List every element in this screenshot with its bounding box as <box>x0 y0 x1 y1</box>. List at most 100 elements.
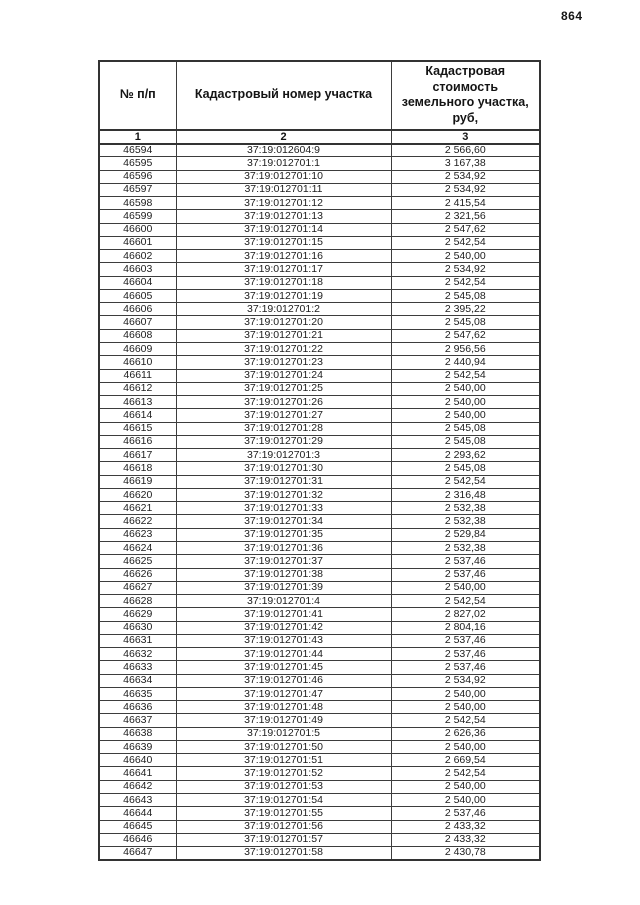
cell-cadastral-value: 2 537,46 <box>390 567 541 582</box>
cell-row-number: 46639 <box>98 739 177 755</box>
cell-cadastral-value: 2 433,32 <box>390 819 541 834</box>
cell-cadastral-number: 37:19:012701:53 <box>175 779 392 795</box>
cell-cadastral-number: 37:19:012701:49 <box>175 713 392 728</box>
cell-cadastral-number: 37:19:012701:47 <box>175 686 392 702</box>
cell-cadastral-number: 37:19:012701:2 <box>175 302 392 317</box>
table-row: 46624 37:19:012701:36 2 532,38 <box>98 540 541 556</box>
cell-cadastral-number: 37:19:012701:51 <box>175 753 392 768</box>
cell-cadastral-value: 2 827,02 <box>390 607 541 622</box>
cell-row-number: 46619 <box>98 474 177 489</box>
table-row: 46613 37:19:012701:26 2 540,00 <box>98 395 541 410</box>
cell-cadastral-number: 37:19:012701:38 <box>175 567 392 582</box>
table-row: 46626 37:19:012701:38 2 537,46 <box>98 567 541 582</box>
table-row: 46645 37:19:012701:56 2 433,32 <box>98 819 541 834</box>
cell-cadastral-value: 2 537,46 <box>390 806 541 821</box>
cell-cadastral-value: 2 537,46 <box>390 554 541 569</box>
cell-cadastral-number: 37:19:012701:1 <box>175 156 392 171</box>
cell-cadastral-value: 2 415,54 <box>390 196 541 211</box>
cell-cadastral-number: 37:19:012701:34 <box>175 514 392 529</box>
cell-cadastral-value: 2 545,08 <box>390 421 541 436</box>
table-row: 46646 37:19:012701:57 2 433,32 <box>98 832 541 848</box>
cell-cadastral-number: 37:19:012701:14 <box>175 222 392 237</box>
table-row: 46609 37:19:012701:22 2 956,56 <box>98 341 541 357</box>
cell-cadastral-number: 37:19:012701:18 <box>175 275 392 290</box>
cell-row-number: 46595 <box>98 156 177 171</box>
cell-row-number: 46634 <box>98 673 177 688</box>
cell-cadastral-value: 2 545,08 <box>390 288 541 304</box>
table-row: 46605 37:19:012701:19 2 545,08 <box>98 288 541 304</box>
column-number-3: 3 <box>390 129 541 145</box>
table-row: 46597 37:19:012701:11 2 534,92 <box>98 182 541 198</box>
table-row: 46638 37:19:012701:5 2 626,36 <box>98 726 541 741</box>
cell-cadastral-number: 37:19:012701:58 <box>175 846 392 861</box>
cell-cadastral-value: 2 395,22 <box>390 302 541 317</box>
table-row: 46602 37:19:012701:16 2 540,00 <box>98 249 541 264</box>
cell-cadastral-value: 2 534,92 <box>390 182 541 198</box>
cell-cadastral-value: 2 534,92 <box>390 262 541 277</box>
table-row: 46611 37:19:012701:24 2 542,54 <box>98 368 541 383</box>
cell-cadastral-value: 2 537,46 <box>390 647 541 662</box>
cell-row-number: 46645 <box>98 819 177 834</box>
cell-cadastral-number: 37:19:012701:29 <box>175 434 392 450</box>
cell-row-number: 46643 <box>98 793 177 808</box>
cell-cadastral-number: 37:19:012701:44 <box>175 647 392 662</box>
cell-cadastral-value: 2 534,92 <box>390 673 541 688</box>
cell-cadastral-number: 37:19:012701:16 <box>175 249 392 264</box>
cell-row-number: 46631 <box>98 633 177 649</box>
cell-row-number: 46641 <box>98 766 177 781</box>
cell-cadastral-number: 37:19:012701:15 <box>175 235 392 251</box>
table-row: 46621 37:19:012701:33 2 532,38 <box>98 501 541 516</box>
table-row: 46618 37:19:012701:30 2 545,08 <box>98 461 541 476</box>
cell-row-number: 46613 <box>98 395 177 410</box>
table-row: 46608 37:19:012701:21 2 547,62 <box>98 328 541 343</box>
cell-cadastral-number: 37:19:012701:39 <box>175 580 392 596</box>
cell-cadastral-value: 2 540,00 <box>390 739 541 755</box>
table-row: 46635 37:19:012701:47 2 540,00 <box>98 686 541 702</box>
table-body: 46594 37:19:012604:9 2 566,60 46595 37:19:01… <box>98 142 541 861</box>
table-row: 46599 37:19:012701:13 2 321,56 <box>98 209 541 224</box>
cell-row-number: 46637 <box>98 713 177 728</box>
table-row: 46615 37:19:012701:28 2 545,08 <box>98 421 541 436</box>
table-row: 46620 37:19:012701:32 2 316,48 <box>98 487 541 503</box>
cell-cadastral-number: 37:19:012701:23 <box>175 355 392 370</box>
cell-cadastral-value: 2 956,56 <box>390 341 541 357</box>
cell-cadastral-number: 37:19:012701:36 <box>175 540 392 556</box>
table-row: 46628 37:19:012701:4 2 542,54 <box>98 594 541 609</box>
cell-row-number: 46644 <box>98 806 177 821</box>
cell-cadastral-value: 2 293,62 <box>390 448 541 463</box>
table-header-row: № п/п Кадастровый номер участка Кадастро… <box>98 60 541 131</box>
cell-cadastral-number: 37:19:012701:17 <box>175 262 392 277</box>
cell-cadastral-number: 37:19:012701:43 <box>175 633 392 649</box>
table-row: 46636 37:19:012701:48 2 540,00 <box>98 700 541 715</box>
table-row: 46623 37:19:012701:35 2 529,84 <box>98 527 541 542</box>
cell-cadastral-value: 2 540,00 <box>390 408 541 423</box>
column-number-row: 1 2 3 <box>98 129 541 145</box>
cell-row-number: 46635 <box>98 686 177 702</box>
cell-cadastral-number: 37:19:012701:3 <box>175 448 392 463</box>
cell-row-number: 46629 <box>98 607 177 622</box>
table-row: 46647 37:19:012701:58 2 430,78 <box>98 846 541 861</box>
cell-cadastral-number: 37:19:012701:11 <box>175 182 392 198</box>
cell-row-number: 46638 <box>98 726 177 741</box>
cell-cadastral-value: 2 430,78 <box>390 846 541 861</box>
cell-cadastral-value: 2 316,48 <box>390 487 541 503</box>
cell-row-number: 46609 <box>98 341 177 357</box>
cell-cadastral-number: 37:19:012604:9 <box>175 142 392 158</box>
cell-row-number: 46611 <box>98 368 177 383</box>
cell-cadastral-number: 37:19:012701:12 <box>175 196 392 211</box>
cell-cadastral-number: 37:19:012701:56 <box>175 819 392 834</box>
cell-cadastral-number: 37:19:012701:55 <box>175 806 392 821</box>
cell-cadastral-value: 2 545,08 <box>390 315 541 330</box>
table-row: 46603 37:19:012701:17 2 534,92 <box>98 262 541 277</box>
cell-row-number: 46597 <box>98 182 177 198</box>
table-row: 46610 37:19:012701:23 2 440,94 <box>98 355 541 370</box>
cell-cadastral-value: 2 529,84 <box>390 527 541 542</box>
table-row: 46630 37:19:012701:42 2 804,16 <box>98 620 541 635</box>
cell-row-number: 46623 <box>98 527 177 542</box>
cell-row-number: 46603 <box>98 262 177 277</box>
cell-row-number: 46620 <box>98 487 177 503</box>
cell-row-number: 46622 <box>98 514 177 529</box>
cell-cadastral-value: 2 669,54 <box>390 753 541 768</box>
table-row: 46629 37:19:012701:41 2 827,02 <box>98 607 541 622</box>
cell-cadastral-value: 2 542,54 <box>390 766 541 781</box>
